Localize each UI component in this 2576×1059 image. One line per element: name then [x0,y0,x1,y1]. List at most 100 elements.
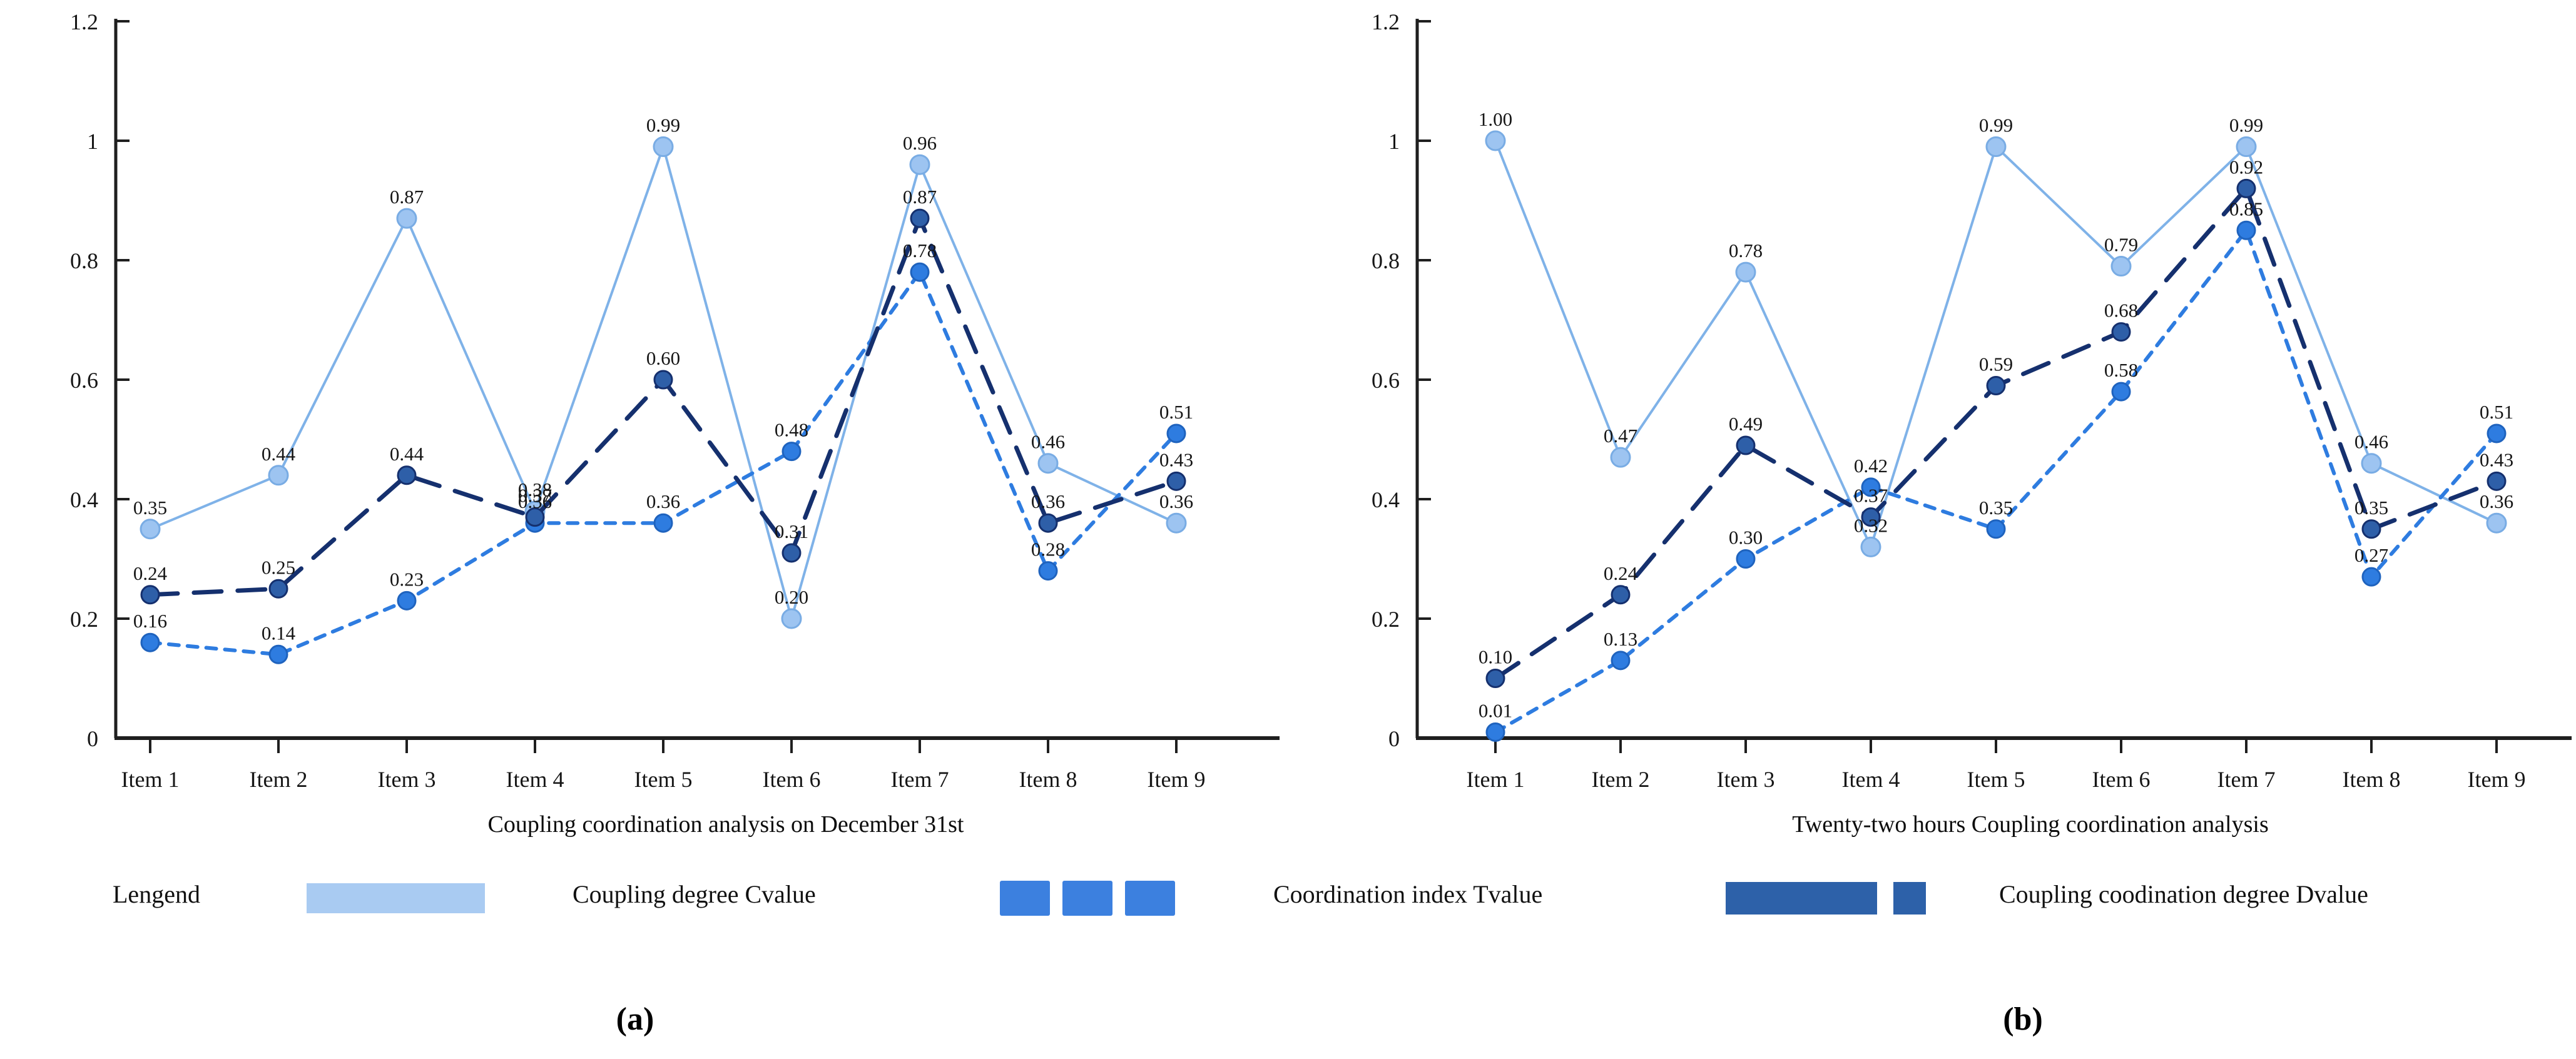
data-label-D: 0.60 [646,347,680,369]
data-point-D [910,208,930,228]
data-point-D [525,507,545,527]
x-category-label: Item 7 [891,767,949,792]
data-label-C: 0.79 [2104,234,2138,256]
data-point-T [1736,549,1756,569]
tvalue-dash-icon [1125,881,1175,916]
data-label-T: 0.48 [775,419,808,441]
tvalue-dash-icon [1062,881,1112,916]
data-point-T [653,513,673,533]
data-point-T [1485,722,1505,742]
y-tick-label: 0.6 [1372,368,1400,393]
legend-title: Lengend [113,880,200,908]
data-label-C: 0.32 [1854,514,1888,536]
y-tick-label: 1 [1388,129,1400,154]
data-point-C [1166,512,1187,534]
data-point-D [1861,507,1881,527]
x-category-label: Item 6 [2092,767,2151,792]
y-tick-label: 1.2 [70,9,98,34]
data-label-C: 0.47 [1604,425,1637,447]
y-tick-label: 0 [87,726,98,751]
data-label-C: 0.78 [1729,240,1763,261]
data-label-T: 0.85 [2229,198,2263,220]
data-label-T: 0.78 [903,240,937,261]
data-label-C: 0.96 [903,132,937,154]
data-point-T [1861,477,1881,497]
y-tick-label: 0.2 [1372,607,1400,632]
data-label-C: 0.35 [133,497,167,519]
data-point-D [140,585,160,605]
data-point-D [1485,669,1505,688]
data-label-C: 0.99 [646,114,680,136]
data-label-C: 1.00 [1479,108,1512,130]
panel-a-caption: (a) [616,1001,654,1037]
x-category-label: Item 2 [1592,767,1650,792]
data-label-C: 0.46 [2355,431,2388,453]
x-category-label: Item 4 [1842,767,1900,792]
tvalue-dash-icon [1000,881,1050,916]
data-label-T: 0.42 [1854,455,1888,477]
data-point-T [2361,567,2381,587]
data-point-D [1166,471,1186,491]
data-label-C: 0.44 [262,443,296,465]
x-category-label: Item 6 [763,767,821,792]
dvalue-dash-icon [1893,882,1926,915]
x-category-label: Item 4 [506,767,564,792]
data-label-T: 0.16 [133,610,167,632]
data-point-C [2486,512,2507,534]
data-label-T: 0.14 [262,622,296,644]
data-label-T: 0.23 [390,568,424,590]
data-point-C [1735,261,1756,283]
y-tick-label: 0.6 [70,368,98,393]
data-label-D: 0.43 [2480,448,2513,470]
data-label-T: 0.36 [646,490,680,512]
data-label-D: 0.87 [903,186,937,208]
chart-a-caption: Coupling coordination analysis on Decemb… [488,811,964,838]
legend-label-cvalue: Coupling degree Cvalue [573,880,816,908]
y-tick-label: 0.8 [1372,248,1400,273]
data-point-D [397,465,417,485]
data-label-D: 0.10 [1479,646,1512,668]
data-label-C: 0.38 [518,479,552,500]
data-label-T: 0.28 [1031,539,1065,560]
x-category-label: Item 9 [2468,767,2526,792]
data-point-T [140,632,160,652]
data-label-C: 0.36 [2480,490,2513,512]
data-label-T: 0.51 [1159,401,1193,423]
y-tick-label: 0.2 [70,607,98,632]
legend-label-dvalue: Coupling coodination degree Dvalue [1999,880,2368,908]
series-line-D [1493,184,2499,681]
data-point-T [268,644,288,664]
data-point-C [1610,447,1631,468]
data-label-T: 0.36 [518,490,552,512]
data-point-C [1860,536,1881,557]
data-point-C [268,465,289,486]
data-label-D: 0.44 [390,443,424,465]
data-point-T [1986,519,2006,539]
data-point-D [268,579,288,599]
data-label-D: 0.49 [1729,413,1763,435]
data-label-D: 0.68 [2104,300,2138,322]
data-label-T: 0.27 [2355,544,2388,566]
data-point-D [781,543,802,563]
chart-b: 0 0.2 0.4 0.6 0.8 1 1.2 Item 1 Item 2 Item 3 Item … [1372,9,2572,838]
data-point-D [2487,471,2507,491]
data-point-C [781,608,802,629]
data-label-C: 0.99 [1979,114,2013,136]
x-category-label: Item 3 [378,767,436,792]
series-line-T [1494,226,2498,734]
x-category-label: Item 8 [2343,767,2401,792]
data-point-C [909,154,930,175]
data-label-C: 0.46 [1031,431,1065,453]
legend-swatch-tvalue [1000,881,1175,916]
x-category-label: Item 1 [1467,767,1525,792]
data-label-D: 0.36 [1031,490,1065,512]
y-tick-label: 0.8 [70,248,98,273]
data-label-T: 0.58 [2104,359,2138,381]
data-label-D: 0.25 [262,556,295,578]
x-category-label: Item 7 [2217,767,2276,792]
data-label-T: 0.13 [1604,628,1637,650]
data-point-C [2236,136,2257,158]
data-point-T [1038,561,1058,581]
data-point-D [1611,585,1631,605]
